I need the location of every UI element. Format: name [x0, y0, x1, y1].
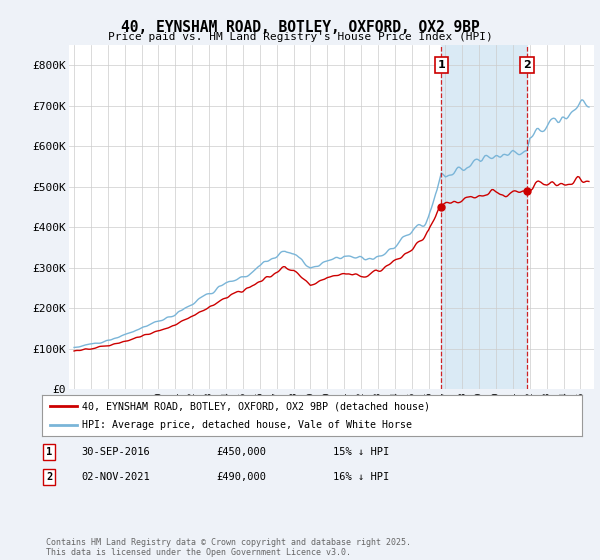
Text: Contains HM Land Registry data © Crown copyright and database right 2025.
This d: Contains HM Land Registry data © Crown c… — [46, 538, 411, 557]
Text: £450,000: £450,000 — [216, 447, 266, 457]
Text: 15% ↓ HPI: 15% ↓ HPI — [333, 447, 389, 457]
Text: Price paid vs. HM Land Registry's House Price Index (HPI): Price paid vs. HM Land Registry's House … — [107, 32, 493, 43]
Text: 40, EYNSHAM ROAD, BOTLEY, OXFORD, OX2 9BP: 40, EYNSHAM ROAD, BOTLEY, OXFORD, OX2 9B… — [121, 20, 479, 35]
Text: 1: 1 — [46, 447, 52, 457]
Text: 2: 2 — [46, 472, 52, 482]
Text: 16% ↓ HPI: 16% ↓ HPI — [333, 472, 389, 482]
Text: HPI: Average price, detached house, Vale of White Horse: HPI: Average price, detached house, Vale… — [83, 420, 413, 430]
Text: 30-SEP-2016: 30-SEP-2016 — [81, 447, 150, 457]
Text: £490,000: £490,000 — [216, 472, 266, 482]
Text: 1: 1 — [437, 60, 445, 70]
Bar — [441, 45, 527, 389]
Text: 2: 2 — [523, 60, 531, 70]
Text: 40, EYNSHAM ROAD, BOTLEY, OXFORD, OX2 9BP (detached house): 40, EYNSHAM ROAD, BOTLEY, OXFORD, OX2 9B… — [83, 402, 431, 411]
Text: 02-NOV-2021: 02-NOV-2021 — [81, 472, 150, 482]
